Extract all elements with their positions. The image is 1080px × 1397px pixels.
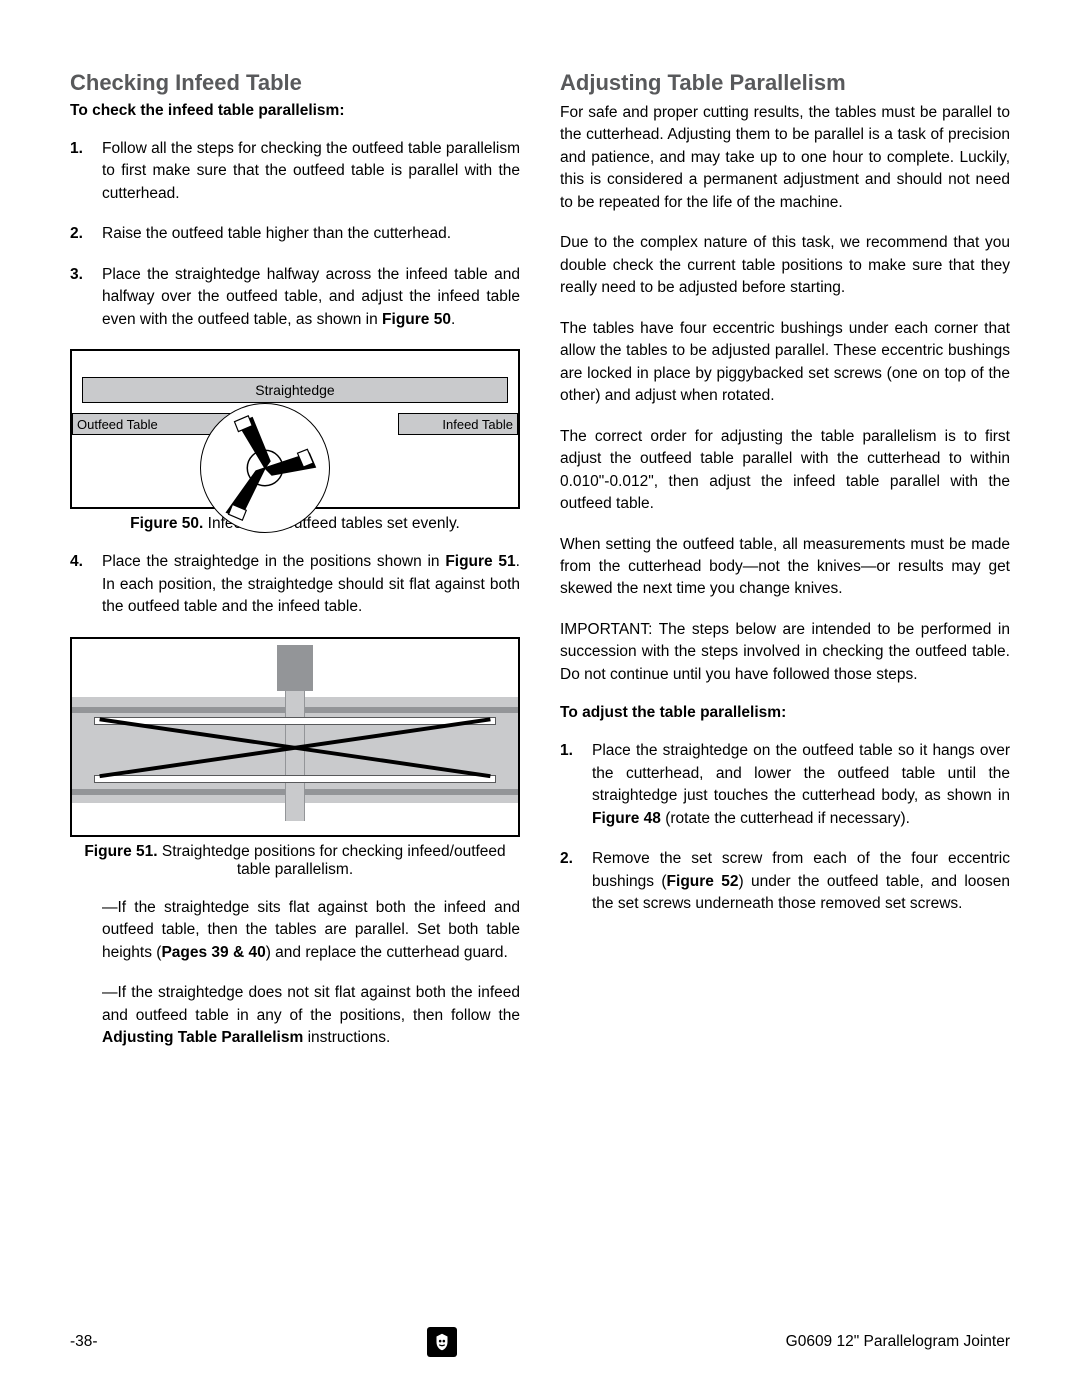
- left-bullet-1: —If the straightedge sits flat against b…: [102, 897, 520, 964]
- page-footer: -38- G0609 12" Parallelogram Jointer: [70, 1327, 1010, 1357]
- right-heading: Adjusting Table Parallelism: [560, 70, 1010, 96]
- left-step-4: 4.Place the straightedge in the position…: [70, 551, 520, 618]
- figure-50: Straightedge Outfeed Table Infeed Table: [70, 349, 520, 509]
- fig51-x-lines: [72, 639, 518, 835]
- right-step-list: 1.Place the straightedge on the outfeed …: [560, 740, 1010, 915]
- fig50-cutterhead-svg: [201, 404, 329, 532]
- footer-page-number: -38-: [70, 1333, 98, 1351]
- left-heading: Checking Infeed Table: [70, 70, 520, 96]
- left-step-1: 1.Follow all the steps for checking the …: [70, 138, 520, 205]
- right-p1: For safe and proper cutting results, the…: [560, 102, 1010, 214]
- right-subhead: To adjust the table parallelism:: [560, 704, 1010, 722]
- right-p2: Due to the complex nature of this task, …: [560, 232, 1010, 299]
- footer-logo-icon: [427, 1327, 457, 1357]
- fig50-outfeed-label: Outfeed Table: [72, 413, 230, 435]
- fig50-straightedge-label: Straightedge: [82, 377, 508, 403]
- left-column: Checking Infeed Table To check the infee…: [70, 70, 520, 1068]
- right-step-2: 2.Remove the set screw from each of the …: [560, 848, 1010, 915]
- figure-51: [70, 637, 520, 837]
- right-p6: IMPORTANT: The steps below are intended …: [560, 619, 1010, 686]
- right-column: Adjusting Table Parallelism For safe and…: [560, 70, 1010, 1068]
- right-p3: The tables have four eccentric bushings …: [560, 318, 1010, 408]
- fig50-infeed-label: Infeed Table: [398, 413, 518, 435]
- left-bullet-2: —If the straightedge does not sit flat a…: [102, 982, 520, 1049]
- page-body: Checking Infeed Table To check the infee…: [0, 0, 1080, 1108]
- fig50-cutterhead: [200, 403, 330, 533]
- right-step-1: 1.Place the straightedge on the outfeed …: [560, 740, 1010, 830]
- left-step-2: 2.Raise the outfeed table higher than th…: [70, 223, 520, 245]
- left-step-list-2: 4.Place the straightedge in the position…: [70, 551, 520, 618]
- figure-51-caption: Figure 51. Straightedge positions for ch…: [70, 843, 520, 879]
- footer-model: G0609 12" Parallelogram Jointer: [786, 1333, 1010, 1351]
- left-step-list: 1.Follow all the steps for checking the …: [70, 138, 520, 331]
- right-p5: When setting the outfeed table, all meas…: [560, 534, 1010, 601]
- left-subhead: To check the infeed table parallelism:: [70, 102, 520, 120]
- right-p4: The correct order for adjusting the tabl…: [560, 426, 1010, 516]
- left-step-3: 3.Place the straightedge halfway across …: [70, 264, 520, 331]
